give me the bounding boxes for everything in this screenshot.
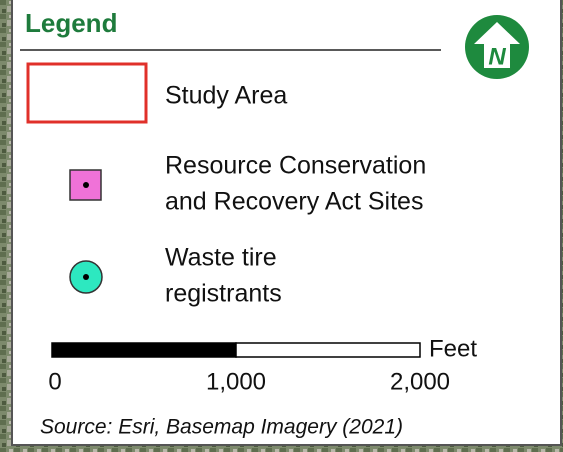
legend-item-label: Study Area bbox=[165, 82, 287, 110]
scale-unit: Feet bbox=[429, 335, 477, 362]
legend-item-label: Waste tire bbox=[165, 244, 277, 272]
legend-item-label: and Recovery Act Sites bbox=[165, 188, 423, 216]
north-arrow: N bbox=[465, 15, 529, 79]
page: {"legend": {"title": "Legend", "north_ar… bbox=[0, 0, 563, 452]
legend-title: Legend bbox=[25, 8, 117, 38]
north-label: N bbox=[488, 43, 506, 70]
legend-item-label: Resource Conservation bbox=[165, 152, 426, 180]
scale-tick-label: 0 bbox=[48, 368, 61, 395]
scale-tick-label: 2,000 bbox=[390, 368, 450, 395]
rcra-dot bbox=[83, 182, 89, 188]
scale-segment bbox=[52, 343, 236, 357]
scale-segment bbox=[236, 343, 420, 357]
waste-tire-dot bbox=[83, 274, 89, 280]
legend-panel: Legend N Study Area Resource Conservation… bbox=[0, 0, 563, 452]
source-note: Source: Esri, Basemap Imagery (2021) bbox=[40, 416, 403, 439]
scale-tick-label: 1,000 bbox=[206, 368, 266, 395]
legend-item-label: registrants bbox=[165, 280, 282, 308]
